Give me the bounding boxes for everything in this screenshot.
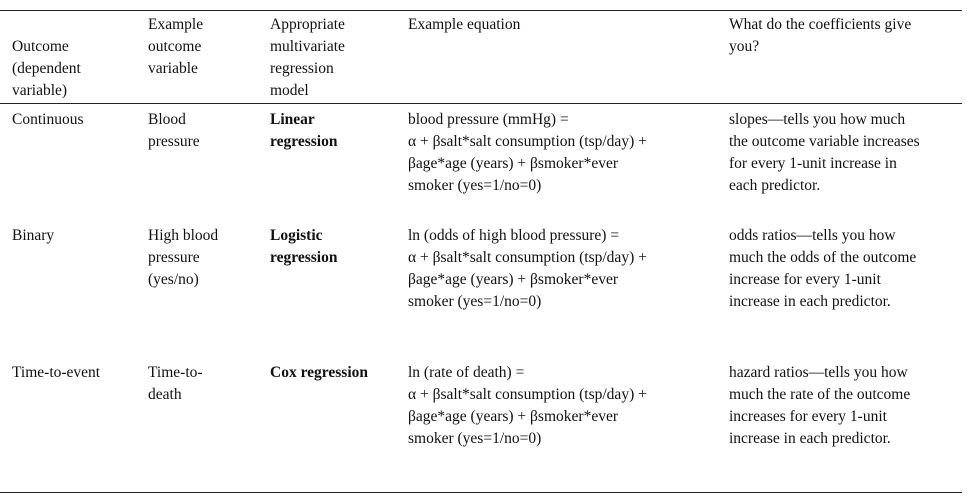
- cell-equation: blood pressure (mmHg) = α + βsalt*salt c…: [408, 111, 647, 194]
- cell-outcome: Binary: [12, 227, 55, 244]
- cell-example: Time-to- death: [148, 364, 203, 403]
- header-regression-model: Appropriate multivariate regression mode…: [270, 16, 345, 99]
- table-bottom-rule: [0, 492, 962, 493]
- table-top-rule: [0, 10, 962, 11]
- header-outcome: Outcome (dependent variable): [12, 38, 81, 99]
- cell-example: Blood pressure: [148, 111, 200, 150]
- cell-coefficients: hazard ratios—tells you how much the rat…: [729, 364, 911, 447]
- cell-outcome: Time-to-event: [12, 364, 101, 381]
- header-rule: [0, 103, 962, 104]
- cell-equation: ln (odds of high blood pressure) = α + β…: [408, 227, 647, 310]
- cell-example: High blood pressure (yes/no): [148, 227, 219, 288]
- cell-model: Logistic regression: [270, 227, 338, 266]
- cell-model: Cox regression: [270, 364, 369, 381]
- cell-coefficients: slopes—tells you how much the outcome va…: [729, 111, 920, 194]
- header-example-equation: Example equation: [408, 16, 521, 33]
- header-example-outcome: Example outcome variable: [148, 16, 204, 77]
- cell-coefficients: odds ratios—tells you how much the odds …: [729, 227, 917, 310]
- cell-equation: ln (rate of death) = α + βsalt*salt cons…: [408, 364, 647, 447]
- cell-outcome: Continuous: [12, 111, 84, 128]
- cell-model: Linear regression: [270, 111, 338, 150]
- header-coefficients: What do the coefficients give you?: [729, 16, 912, 55]
